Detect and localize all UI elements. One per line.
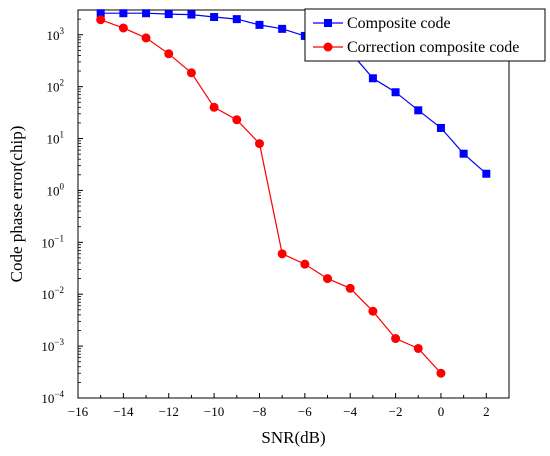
data-point bbox=[209, 102, 219, 112]
data-point bbox=[278, 24, 287, 33]
y-tick-base: 10 bbox=[47, 183, 60, 198]
legend: Composite code Correction composite code bbox=[304, 8, 546, 62]
data-point bbox=[436, 123, 445, 132]
data-point bbox=[186, 68, 196, 78]
y-tick-exponent: 3 bbox=[60, 26, 65, 36]
y-tick-exponent: −2 bbox=[54, 285, 64, 295]
y-tick-label: 10−2 bbox=[41, 285, 64, 302]
y-tick-base: 10 bbox=[41, 235, 54, 250]
data-point bbox=[254, 139, 264, 149]
data-point bbox=[436, 368, 446, 378]
y-tick-base: 10 bbox=[41, 287, 54, 302]
y-tick-label: 102 bbox=[47, 78, 65, 95]
legend-label: Correction composite code bbox=[347, 39, 519, 56]
x-tick-label: −10 bbox=[204, 404, 224, 419]
x-tick-label: 2 bbox=[483, 404, 490, 419]
data-point bbox=[142, 9, 151, 18]
y-tick-label: 10−3 bbox=[41, 337, 64, 354]
y-tick-exponent: −1 bbox=[54, 233, 64, 243]
data-point bbox=[391, 334, 401, 344]
data-point bbox=[96, 9, 105, 18]
y-tick-base: 10 bbox=[47, 28, 60, 43]
data-point bbox=[300, 259, 310, 269]
y-tick-label: 101 bbox=[47, 130, 65, 147]
x-axis-title: SNR(dB) bbox=[261, 428, 325, 447]
data-point bbox=[323, 274, 333, 284]
data-point bbox=[187, 10, 196, 19]
y-tick-label: 10−4 bbox=[41, 389, 64, 406]
data-point bbox=[232, 115, 242, 125]
plot-frame bbox=[77, 9, 510, 399]
data-point bbox=[277, 249, 287, 259]
data-point bbox=[459, 149, 468, 158]
y-tick-base: 10 bbox=[41, 339, 54, 354]
legend-item: Composite code bbox=[313, 15, 451, 32]
data-point bbox=[391, 88, 400, 97]
data-point bbox=[414, 106, 423, 115]
y-tick-label: 103 bbox=[47, 26, 65, 43]
data-point bbox=[368, 306, 378, 316]
data-point bbox=[141, 33, 151, 43]
series-line bbox=[100, 19, 442, 374]
x-tick-label: 0 bbox=[438, 404, 445, 419]
y-tick-exponent: 1 bbox=[60, 130, 65, 140]
y-tick-exponent: −4 bbox=[54, 389, 64, 399]
x-tick-label: −6 bbox=[298, 404, 312, 419]
data-point bbox=[119, 9, 128, 18]
data-point bbox=[96, 15, 106, 25]
x-tick-label: −12 bbox=[159, 404, 179, 419]
legend-item: Correction composite code bbox=[313, 39, 519, 56]
data-point bbox=[232, 15, 241, 24]
data-point bbox=[164, 49, 174, 59]
x-tick-label: −16 bbox=[68, 404, 89, 419]
data-point bbox=[368, 74, 377, 83]
x-tick-label: −4 bbox=[343, 404, 357, 419]
x-axis: −16 −14 −12 −10 −8 −6 −4 −2 0 2 bbox=[68, 393, 490, 419]
legend-marker bbox=[323, 42, 333, 52]
legend-marker bbox=[324, 19, 332, 27]
y-tick-exponent: 0 bbox=[60, 181, 65, 191]
data-point bbox=[210, 12, 219, 21]
y-tick-label: 10−1 bbox=[41, 233, 64, 250]
x-tick-label: −14 bbox=[113, 404, 134, 419]
data-point bbox=[345, 283, 355, 293]
data-point bbox=[413, 343, 423, 353]
y-axis-title: Code phase error(chip) bbox=[7, 126, 26, 283]
legend-box bbox=[304, 8, 546, 62]
series-2 bbox=[96, 15, 446, 378]
plot-border bbox=[77, 9, 510, 399]
y-tick-base: 10 bbox=[47, 132, 60, 147]
series-layer bbox=[96, 9, 491, 378]
y-tick-exponent: 2 bbox=[60, 78, 65, 88]
legend-label: Composite code bbox=[347, 15, 451, 32]
y-tick-base: 10 bbox=[41, 391, 54, 406]
x-tick-label: −2 bbox=[389, 404, 403, 419]
data-point bbox=[164, 10, 173, 19]
y-tick-exponent: −3 bbox=[54, 337, 64, 347]
data-point bbox=[482, 169, 491, 178]
y-tick-base: 10 bbox=[47, 80, 60, 95]
data-point bbox=[255, 20, 264, 29]
x-tick-label: −8 bbox=[253, 404, 267, 419]
data-point bbox=[118, 23, 128, 33]
y-tick-label: 100 bbox=[47, 181, 65, 198]
